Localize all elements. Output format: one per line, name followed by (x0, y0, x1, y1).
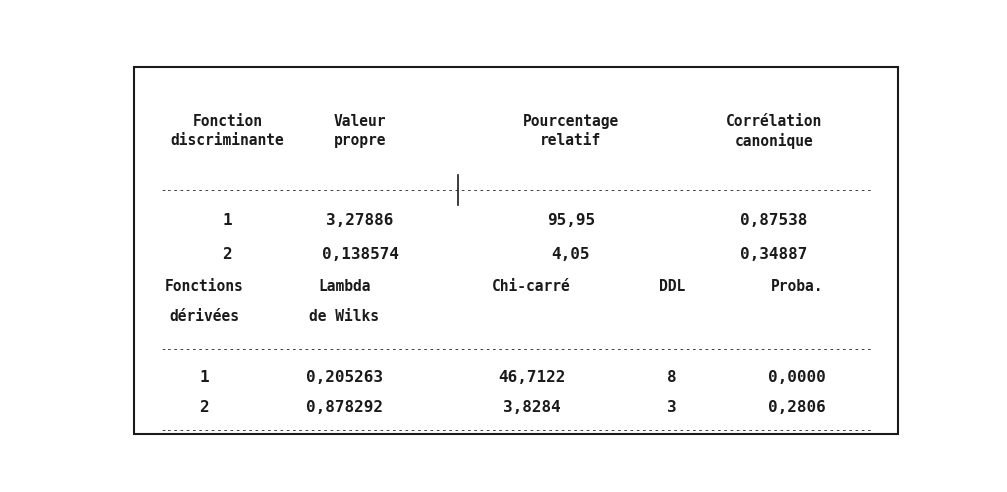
Text: 0,87538: 0,87538 (740, 213, 808, 227)
Text: Fonction
discriminante: Fonction discriminante (170, 114, 284, 148)
Text: dérivées: dérivées (169, 309, 239, 324)
Text: Valeur
propre: Valeur propre (333, 114, 387, 148)
Text: 2: 2 (223, 246, 233, 262)
Text: 0,205263: 0,205263 (306, 370, 383, 385)
Text: 0,2806: 0,2806 (768, 400, 826, 415)
Text: 0,34887: 0,34887 (740, 246, 808, 262)
Text: --------------------------------------------------------------------------------: ----------------------------------------… (160, 425, 872, 435)
Text: Proba.: Proba. (770, 279, 824, 294)
Text: Chi-carré: Chi-carré (492, 279, 571, 294)
Text: Fonctions: Fonctions (164, 279, 244, 294)
Text: 3: 3 (668, 400, 677, 415)
Text: --------------------------------------------------------------------------------: ----------------------------------------… (160, 184, 872, 195)
Text: DDL: DDL (659, 279, 686, 294)
Text: Pourcentage
relatif: Pourcentage relatif (523, 114, 619, 148)
Text: 3,27886: 3,27886 (326, 213, 394, 227)
Text: 4,05: 4,05 (552, 246, 590, 262)
Text: 8: 8 (668, 370, 677, 385)
FancyBboxPatch shape (134, 66, 898, 434)
Text: 0,138574: 0,138574 (321, 246, 399, 262)
Text: 95,95: 95,95 (547, 213, 595, 227)
Text: 1: 1 (199, 370, 208, 385)
Text: 0,0000: 0,0000 (768, 370, 826, 385)
Text: Corrélation
canonique: Corrélation canonique (725, 114, 822, 149)
Text: 0,878292: 0,878292 (306, 400, 383, 415)
Text: Lambda: Lambda (318, 279, 371, 294)
Text: --------------------------------------------------------------------------------: ----------------------------------------… (160, 344, 872, 354)
Text: 46,7122: 46,7122 (498, 370, 565, 385)
Text: 2: 2 (199, 400, 208, 415)
Text: 1: 1 (223, 213, 233, 227)
Text: 3,8284: 3,8284 (502, 400, 561, 415)
Text: de Wilks: de Wilks (309, 309, 380, 324)
